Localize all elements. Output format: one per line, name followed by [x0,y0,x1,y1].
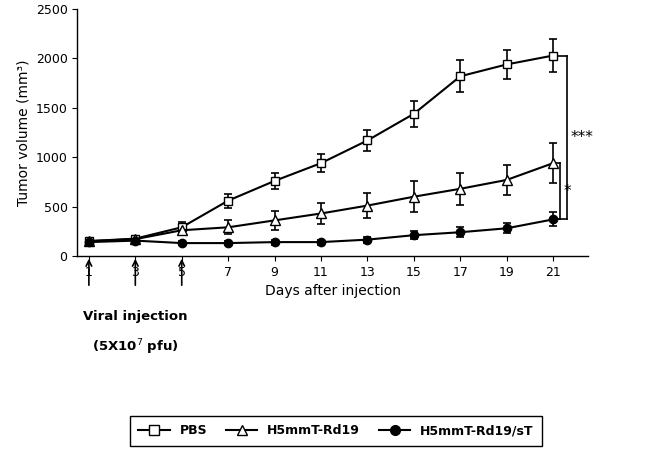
Text: (5X10$^7$ pfu): (5X10$^7$ pfu) [92,337,179,357]
Text: ***: *** [571,130,593,145]
Text: Viral injection: Viral injection [83,310,187,323]
Y-axis label: Tumor volume (mm³): Tumor volume (mm³) [16,59,30,206]
Text: *: * [564,184,571,199]
Legend: PBS, H5mmT-Rd19, H5mmT-Rd19/sT: PBS, H5mmT-Rd19, H5mmT-Rd19/sT [130,416,542,446]
X-axis label: Days after injection: Days after injection [265,284,401,298]
